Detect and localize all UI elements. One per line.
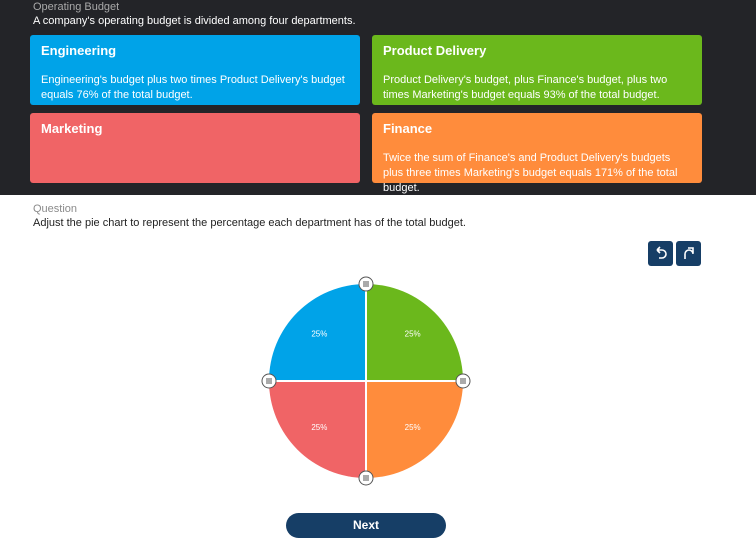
card-title: Engineering	[41, 43, 117, 58]
question-label: Question	[33, 203, 78, 215]
pie-slice	[269, 284, 366, 381]
header-panel: Operating Budget A company's operating b…	[0, 0, 756, 195]
slice-label: 25%	[311, 329, 327, 338]
card: Engineering Engineering's budget plus two…	[30, 35, 360, 105]
pie-slice	[366, 284, 463, 381]
subtitle: A company's operating budget is divided …	[33, 15, 356, 27]
pie-slice	[269, 381, 366, 478]
slice-label: 25%	[405, 329, 421, 338]
card: Finance Twice the sum of Finance's and Pr…	[372, 113, 702, 194]
card-title: Finance	[383, 121, 433, 136]
card: Product Delivery Product Delivery's budge…	[372, 35, 702, 105]
next-button[interactable]: Next	[286, 513, 446, 538]
card-text: Engineering's budget plus two times Prod…	[41, 74, 345, 101]
card-title: Product Delivery	[383, 43, 487, 58]
undo-button[interactable]	[648, 241, 673, 266]
pie-slice	[366, 381, 463, 478]
card: Marketing	[30, 113, 360, 183]
slice-label: 25%	[311, 423, 327, 432]
slice-label: 25%	[405, 423, 421, 432]
reset-button[interactable]	[676, 241, 701, 266]
card-text: Product Delivery's budget, plus Finance'…	[383, 74, 668, 101]
question-prompt: Adjust the pie chart to represent the pe…	[33, 217, 466, 229]
card-title: Marketing	[41, 121, 103, 136]
title: Operating Budget	[33, 1, 120, 13]
card-text: Twice the sum of Finance's and Product D…	[383, 152, 678, 194]
